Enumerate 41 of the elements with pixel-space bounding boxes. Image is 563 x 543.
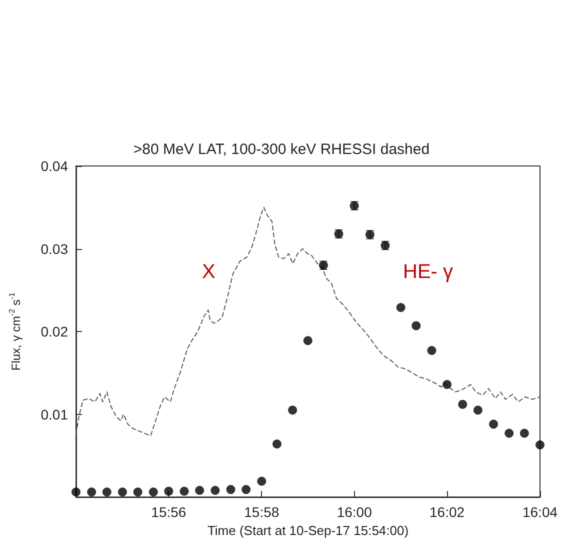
x-tick-label: 16:02 <box>430 504 465 520</box>
point <box>427 346 436 356</box>
point <box>226 485 236 494</box>
point <box>442 380 452 389</box>
point <box>102 488 112 497</box>
point <box>272 440 282 449</box>
x-tick-label: 15:58 <box>244 504 280 520</box>
annotation: HE- γ <box>403 261 453 283</box>
point <box>504 428 514 438</box>
point <box>148 488 158 497</box>
point <box>489 420 498 429</box>
x-tick-label: 16:04 <box>522 504 558 520</box>
point <box>473 406 482 415</box>
point <box>536 440 544 450</box>
point <box>118 488 127 497</box>
x-tick-label: 15:56 <box>151 504 186 520</box>
point <box>242 485 251 494</box>
x-axis-title: Time (Start at 10-Sep-17 15:54:00) <box>207 522 409 538</box>
y-tick-label: 0.02 <box>40 324 68 340</box>
point <box>210 486 220 495</box>
y-axis-title: Flux, γ cm-2 s-1 <box>8 292 23 371</box>
annotation: X <box>202 261 216 283</box>
point <box>412 321 421 330</box>
point <box>303 336 312 346</box>
line-series <box>76 206 540 436</box>
point <box>520 428 529 438</box>
point <box>87 488 96 497</box>
point <box>396 303 406 312</box>
point <box>195 486 204 495</box>
point <box>164 486 174 496</box>
y-tick-label: 0.01 <box>40 406 68 422</box>
point <box>458 400 468 409</box>
point <box>72 488 80 497</box>
point <box>133 488 142 497</box>
chart-title: >80 MeV LAT, 100-300 keV RHESSI dashed <box>133 141 430 158</box>
point <box>180 486 189 496</box>
x-tick-label: 16:00 <box>336 504 372 520</box>
y-tick-label: 0.03 <box>40 240 68 257</box>
y-tick-label: 0.04 <box>40 158 68 174</box>
point <box>257 476 266 486</box>
point <box>288 406 298 415</box>
